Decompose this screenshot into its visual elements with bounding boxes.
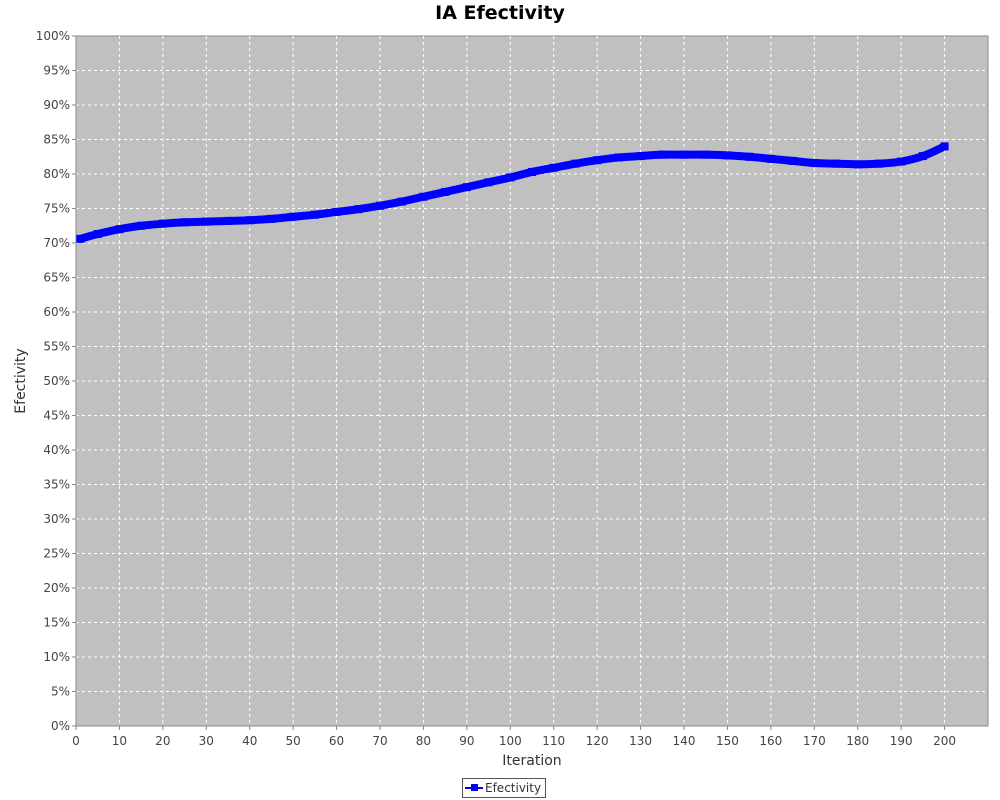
data-point: [745, 152, 754, 161]
data-point: [940, 142, 949, 151]
legend-label-efectivity: Efectivity: [485, 781, 542, 795]
grid-lines: [76, 36, 988, 726]
data-point: [441, 187, 450, 196]
y-tick-label: 0%: [51, 719, 70, 733]
legend-swatch-icon: [465, 783, 483, 793]
data-point: [549, 163, 558, 172]
data-point: [245, 216, 254, 225]
y-axis-title: Efectivity: [13, 348, 29, 413]
x-tick-label: 40: [242, 734, 257, 748]
x-tick-label: 190: [890, 734, 913, 748]
data-point: [832, 159, 840, 168]
x-tick-label: 90: [459, 734, 474, 748]
axes: [72, 35, 988, 730]
x-tick-label: 0: [72, 734, 80, 748]
x-tick-label: 140: [673, 734, 696, 748]
data-point: [897, 157, 906, 166]
y-tick-label: 90%: [43, 98, 70, 112]
legend: Efectivity: [462, 778, 547, 798]
data-point: [267, 214, 276, 223]
data-point: [462, 183, 471, 192]
y-tick-label: 15%: [43, 616, 70, 630]
y-tick-label: 60%: [43, 305, 70, 319]
chart-title: IA Efectivity: [435, 2, 565, 24]
data-point: [571, 159, 580, 168]
x-tick-label: 130: [629, 734, 652, 748]
x-tick-label: 200: [933, 734, 956, 748]
data-point: [137, 221, 146, 230]
x-tick-label: 70: [372, 734, 387, 748]
data-point: [658, 150, 667, 159]
data-point: [788, 156, 797, 165]
x-tick-label: 180: [846, 734, 869, 748]
data-point: [224, 216, 232, 225]
x-tick-label: 80: [416, 734, 431, 748]
data-point: [875, 159, 884, 168]
x-tick-label: 120: [586, 734, 609, 748]
data-point: [918, 152, 927, 161]
data-point: [289, 212, 298, 221]
x-tick-label: 100: [499, 734, 522, 748]
y-tick-label: 40%: [43, 443, 70, 457]
y-tick-label: 35%: [43, 478, 70, 492]
tick-labels: 0% 5% 10% 15% 20% 25% 30% 35% 40% 45% 50% 55% 60% 65%…: [36, 29, 956, 748]
y-tick-label: 70%: [43, 236, 70, 250]
data-point: [593, 156, 602, 165]
y-tick-label: 20%: [43, 581, 70, 595]
data-point: [766, 154, 775, 163]
data-point: [701, 150, 710, 159]
x-tick-label: 110: [542, 734, 565, 748]
data-point: [397, 197, 406, 206]
x-tick-label: 60: [329, 734, 344, 748]
x-tick-label: 170: [803, 734, 826, 748]
data-point: [506, 173, 515, 182]
x-axis-title: Iteration: [502, 753, 561, 769]
y-tick-label: 55%: [43, 340, 70, 354]
data-point: [528, 167, 536, 176]
y-tick-label: 65%: [43, 271, 70, 285]
y-tick-label: 95%: [43, 64, 70, 78]
x-tick-label: 160: [759, 734, 782, 748]
y-tick-label: 5%: [51, 685, 70, 699]
data-point: [680, 150, 688, 159]
data-point: [93, 230, 102, 239]
data-point: [636, 152, 645, 161]
y-tick-label: 30%: [43, 512, 70, 526]
x-tick-label: 20: [155, 734, 170, 748]
y-tick-label: 80%: [43, 167, 70, 181]
y-tick-label: 45%: [43, 409, 70, 423]
y-tick-label: 10%: [43, 650, 70, 664]
data-point: [376, 201, 384, 210]
data-point: [810, 158, 819, 167]
y-tick-label: 50%: [43, 374, 70, 388]
x-tick-label: 10: [112, 734, 127, 748]
data-point: [614, 153, 623, 162]
data-point: [202, 217, 211, 226]
data-point: [484, 178, 493, 187]
y-tick-label: 85%: [43, 133, 70, 147]
y-tick-label: 100%: [36, 29, 70, 43]
data-point: [332, 207, 341, 216]
data-point: [115, 225, 124, 234]
y-tick-label: 25%: [43, 547, 70, 561]
data-point: [419, 192, 428, 201]
data-point: [853, 160, 862, 169]
x-tick-label: 50: [286, 734, 301, 748]
series-efectivity: [76, 142, 949, 243]
x-tick-label: 30: [199, 734, 214, 748]
data-point: [76, 234, 85, 243]
data-point: [723, 151, 732, 160]
y-tick-label: 75%: [43, 202, 70, 216]
data-point: [354, 205, 363, 214]
x-tick-label: 150: [716, 734, 739, 748]
data-point: [310, 210, 319, 219]
data-point: [158, 219, 167, 228]
data-point: [180, 218, 189, 227]
